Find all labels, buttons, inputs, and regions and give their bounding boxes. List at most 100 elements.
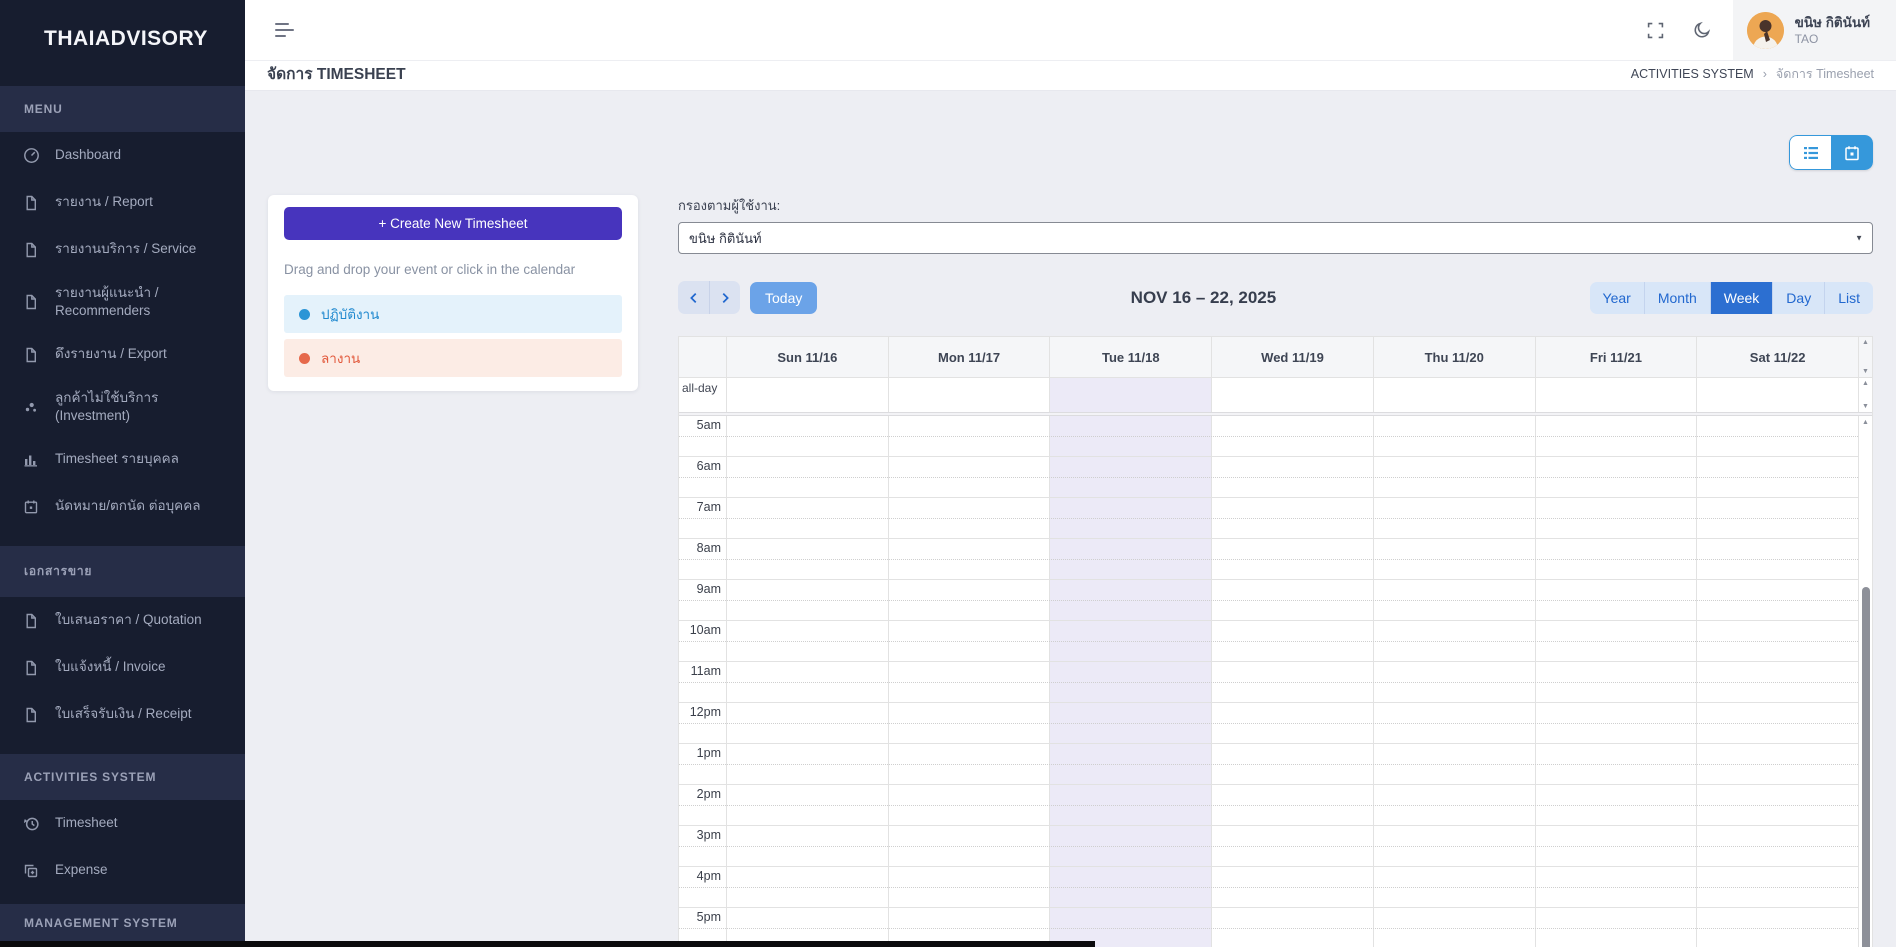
calendar-slot[interactable] [1372,867,1535,907]
calendar-slot[interactable] [726,416,888,456]
breadcrumb-parent[interactable]: ACTIVITIES SYSTEM [1630,66,1754,81]
calendar-slot[interactable] [1534,908,1697,947]
sidebar-item-quotation[interactable]: ใบเสนอราคา / Quotation [0,597,245,644]
calendar-slot[interactable] [1211,785,1373,825]
calendar-slot-today[interactable] [1049,621,1212,661]
calendar-slot[interactable] [1211,908,1373,947]
sidebar-item-receipt[interactable]: ใบเสร็จรับเงิน / Receipt [0,691,245,738]
calendar-slot[interactable] [1696,826,1858,866]
sidebar-item-appointments[interactable]: นัดหมาย/ตกนัด ต่อบุคคล [0,483,245,530]
calendar-slot[interactable] [1696,662,1858,702]
sidebar-item-invoice[interactable]: ใบแจ้งหนี้ / Invoice [0,644,245,691]
calendar-slot[interactable] [887,457,1050,497]
calendar-slot-today[interactable] [1049,785,1212,825]
scroll-up-icon[interactable]: ▲ [1862,380,1869,387]
prev-week-button[interactable] [678,281,709,314]
brand-logo[interactable]: THAIADVISORY [44,27,208,50]
calendar-slot[interactable] [887,703,1050,743]
scroll-down-icon[interactable]: ▼ [1862,368,1869,375]
calendar-slot[interactable] [1211,580,1373,620]
calendar-slot[interactable] [726,498,888,538]
calendar-slot[interactable] [1534,621,1697,661]
calendar-slot[interactable] [726,826,888,866]
sidebar-item-service[interactable]: รายงานบริการ / Service [0,226,245,273]
sidebar-item-export[interactable]: ดึงรายงาน / Export [0,331,245,378]
calendar-slot[interactable] [1696,621,1858,661]
calendar-slot[interactable] [1696,457,1858,497]
sidebar-item-investment[interactable]: ลูกค้าไม่ใช้บริการ (Investment) [0,378,245,436]
scroll-up-icon[interactable]: ▲ [1862,339,1869,346]
view-list-button[interactable]: List [1824,281,1873,314]
calendar-slot[interactable] [1372,662,1535,702]
calendar-slot[interactable] [1211,744,1373,784]
calendar-slot[interactable] [1211,457,1373,497]
calendar-slot[interactable] [1696,580,1858,620]
calendar-slot[interactable] [1534,457,1697,497]
sidebar-item-recommenders[interactable]: รายงานผู้แนะนำ / Recommenders [0,273,245,331]
all-day-slot[interactable] [1372,378,1535,412]
calendar-slot[interactable] [1372,908,1535,947]
calendar-slot[interactable] [887,908,1050,947]
calendar-slot-today[interactable] [1049,539,1212,579]
calendar-slot-today[interactable] [1049,416,1212,456]
user-profile-menu[interactable]: ขนิษ กิตินันท์ TAO [1732,0,1896,60]
calendar-slot[interactable] [887,744,1050,784]
calendar-slot[interactable] [1696,867,1858,907]
calendar-slot-today[interactable] [1049,457,1212,497]
calendar-slot[interactable] [1211,416,1373,456]
calendar-slot[interactable] [1696,416,1858,456]
calendar-slot[interactable] [1534,498,1697,538]
calendar-slot[interactable] [1211,703,1373,743]
calendar-slot[interactable] [1696,744,1858,784]
calendar-slot[interactable] [726,785,888,825]
calendar-slot[interactable] [1372,621,1535,661]
calendar-slot[interactable] [1211,662,1373,702]
sidebar-item-expense[interactable]: Expense [0,847,245,894]
calendar-slot[interactable] [1534,703,1697,743]
calendar-slot[interactable] [726,744,888,784]
today-button[interactable]: Today [750,281,818,314]
all-day-slot[interactable] [726,378,888,412]
calendar-slot[interactable] [887,621,1050,661]
calendar-view-button[interactable] [1831,135,1873,170]
calendar-slot[interactable] [1372,826,1535,866]
calendar-slot[interactable] [1372,416,1535,456]
calendar-slot[interactable] [1696,908,1858,947]
all-day-slot[interactable] [887,378,1050,412]
next-week-button[interactable] [709,281,740,314]
calendar-slot[interactable] [1534,539,1697,579]
calendar-slot[interactable] [726,580,888,620]
calendar-slot-today[interactable] [1049,744,1212,784]
calendar-slot[interactable] [1211,826,1373,866]
calendar-slot[interactable] [726,908,888,947]
scrollbar-thumb[interactable] [1862,587,1870,947]
calendar-slot[interactable] [726,457,888,497]
calendar-slot[interactable] [726,662,888,702]
calendar-slot[interactable] [887,785,1050,825]
view-year-button[interactable]: Year [1589,281,1644,314]
calendar-slot[interactable] [1372,785,1535,825]
calendar-slot[interactable] [1372,703,1535,743]
view-week-button[interactable]: Week [1709,281,1773,314]
sidebar-item-report[interactable]: รายงาน / Report [0,179,245,226]
calendar-slot[interactable] [887,580,1050,620]
scroll-up-icon[interactable]: ▲ [1862,419,1869,426]
calendar-slot-today[interactable] [1049,867,1212,907]
all-day-slot[interactable] [1534,378,1697,412]
all-day-slot[interactable] [1696,378,1858,412]
draggable-event-work[interactable]: ปฏิบัติงาน [284,295,622,333]
calendar-slot[interactable] [1534,785,1697,825]
calendar-slot-today[interactable] [1049,908,1212,947]
calendar-slot[interactable] [887,416,1050,456]
sidebar-item-dashboard[interactable]: Dashboard [0,132,245,179]
calendar-slot[interactable] [887,867,1050,907]
all-day-slot-today[interactable] [1049,378,1212,412]
hamburger-menu-icon[interactable] [275,23,294,37]
create-new-timesheet-button[interactable]: + Create New Timesheet [284,207,622,240]
calendar-slot[interactable] [1211,867,1373,907]
calendar-slot[interactable] [1534,662,1697,702]
calendar-slot[interactable] [1696,539,1858,579]
calendar-slot[interactable] [1211,539,1373,579]
calendar-slot[interactable] [1696,703,1858,743]
calendar-slot[interactable] [1534,416,1697,456]
